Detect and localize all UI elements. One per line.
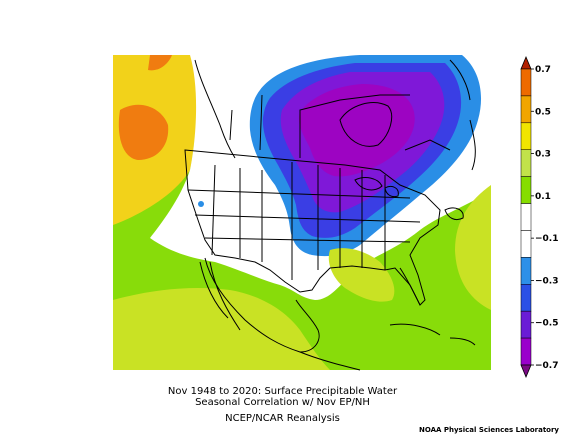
colorbar-segment — [520, 337, 532, 366]
negative-strong-core — [298, 84, 415, 177]
colorbar-segment — [520, 176, 532, 204]
colorbar-segment — [520, 230, 532, 258]
colorbar-top-arrow — [520, 55, 532, 70]
caption-subtitle: Seasonal Correlation w/ Nov EP/NH — [195, 397, 370, 408]
colorbar-bottom-arrow — [520, 364, 532, 379]
colorbar-segment — [520, 122, 532, 150]
political-boundaries — [184, 59, 476, 371]
atlantic-positive — [455, 185, 491, 310]
colorbar-label: −0.7 — [535, 361, 558, 371]
lab-credit: NOAA Physical Sciences Laboratory — [418, 426, 559, 434]
colorbar-segment — [520, 203, 532, 231]
colorbar-segment — [520, 310, 532, 339]
caption-title: Nov 1948 to 2020: Surface Precipitable W… — [167, 386, 398, 397]
colorbar-label: 0.7 — [535, 65, 551, 75]
colorbar-segment — [520, 95, 532, 124]
small-negative-spot — [198, 201, 204, 207]
colorbar-label: 0.1 — [535, 192, 551, 202]
colorbar-label: −0.1 — [535, 234, 558, 244]
colorbar-segment — [520, 257, 532, 285]
colorbar-segment — [520, 68, 532, 97]
colorbar-label: −0.3 — [535, 276, 558, 286]
colorbar-label: −0.5 — [535, 319, 558, 329]
colorbar-label: 0.5 — [535, 107, 551, 117]
pacific-positive-orange — [118, 104, 169, 160]
gulf-positive — [328, 248, 395, 302]
colorbar-label: 0.3 — [535, 150, 551, 160]
southern-positive — [113, 288, 330, 370]
pacific-positive-orange-top — [148, 55, 172, 71]
caption-dataset: NCEP/NCAR Reanalysis — [225, 413, 340, 424]
colorbar-segment — [520, 149, 532, 177]
colorbar-segment — [520, 284, 532, 312]
colorbar: 0.7 0.5 0.3 0.1 −0.1 −0.3 −0.5 −0.7 — [520, 55, 558, 379]
